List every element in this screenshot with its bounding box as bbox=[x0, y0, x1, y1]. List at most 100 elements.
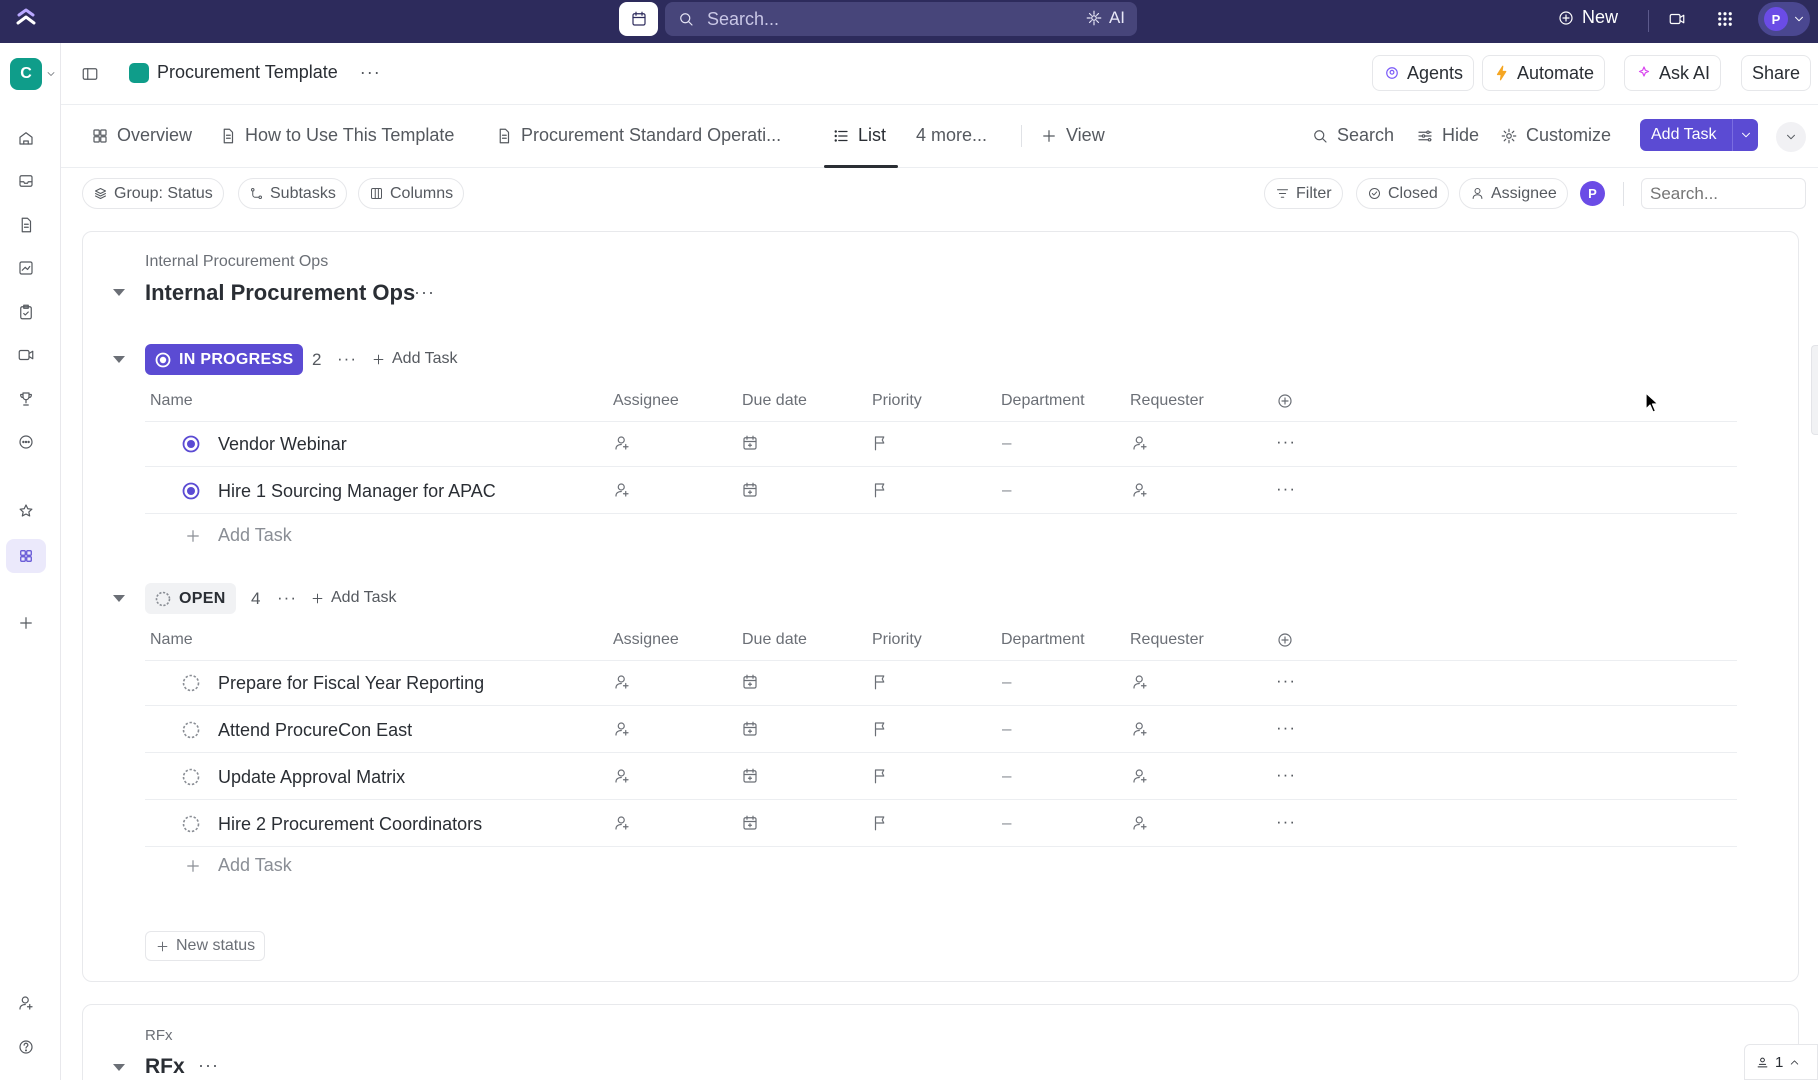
user-menu[interactable]: P bbox=[1758, 2, 1810, 36]
collapse-caret-icon[interactable] bbox=[113, 595, 125, 602]
assignee-chip[interactable]: Assignee bbox=[1459, 178, 1568, 209]
subtasks-chip[interactable]: Subtasks bbox=[238, 178, 347, 209]
add-column-icon[interactable] bbox=[1276, 392, 1294, 410]
invite-user-icon[interactable] bbox=[14, 991, 38, 1015]
automate-button[interactable]: Automate bbox=[1482, 55, 1606, 91]
task-status-icon[interactable] bbox=[182, 721, 200, 739]
inbox-icon[interactable] bbox=[14, 169, 38, 193]
sidebar-toggle-icon[interactable] bbox=[81, 65, 99, 83]
apps-grid-icon[interactable] bbox=[1716, 10, 1734, 28]
hide-button[interactable]: Hide bbox=[1416, 125, 1479, 146]
column-header-due-date[interactable]: Due date bbox=[742, 392, 807, 409]
task-search-input[interactable] bbox=[1641, 178, 1806, 209]
share-button[interactable]: Share bbox=[1741, 55, 1812, 91]
department-cell[interactable]: – bbox=[1002, 766, 1012, 785]
chevron-down-icon[interactable] bbox=[45, 68, 57, 80]
column-header-requester[interactable]: Requester bbox=[1130, 392, 1204, 409]
more-dots-icon[interactable]: ··· bbox=[359, 62, 381, 82]
assign-user-icon[interactable] bbox=[613, 814, 631, 832]
column-header-due-date[interactable]: Due date bbox=[742, 631, 807, 648]
task-name[interactable]: Update Approval Matrix bbox=[218, 767, 406, 787]
table-row[interactable]: Update Approval Matrix – ··· bbox=[145, 755, 1737, 800]
table-row[interactable]: Attend ProcureCon East – ··· bbox=[145, 708, 1737, 753]
column-header-assignee[interactable]: Assignee bbox=[613, 392, 679, 409]
docs-icon[interactable] bbox=[14, 213, 38, 237]
spaces-grid-icon[interactable] bbox=[6, 539, 46, 573]
more-circle-icon[interactable] bbox=[14, 430, 38, 454]
group-add-task-button[interactable]: Add Task bbox=[371, 350, 458, 368]
due-date-calendar-icon[interactable] bbox=[741, 767, 759, 785]
breadcrumb[interactable]: Procurement Template ··· bbox=[129, 62, 381, 83]
closed-chip[interactable]: Closed bbox=[1356, 178, 1449, 209]
priority-flag-icon[interactable] bbox=[871, 434, 889, 452]
department-cell[interactable]: – bbox=[1002, 719, 1012, 738]
add-task-row[interactable]: Add Task bbox=[184, 525, 292, 546]
table-row[interactable]: Vendor Webinar – ··· bbox=[145, 422, 1737, 467]
due-date-calendar-icon[interactable] bbox=[741, 673, 759, 691]
department-cell[interactable]: – bbox=[1002, 433, 1012, 452]
tab-how-to-use[interactable]: How to Use This Template bbox=[219, 125, 454, 146]
task-status-icon[interactable] bbox=[182, 482, 200, 500]
more-dots-icon[interactable]: ··· bbox=[414, 282, 435, 302]
ai-button[interactable]: AI bbox=[1073, 8, 1125, 28]
add-plus-icon[interactable] bbox=[14, 611, 38, 635]
customize-button[interactable]: Customize bbox=[1500, 125, 1611, 146]
requester-user-icon[interactable] bbox=[1131, 720, 1149, 738]
task-name[interactable]: Vendor Webinar bbox=[218, 434, 347, 454]
tab-overview[interactable]: Overview bbox=[91, 125, 192, 146]
requester-user-icon[interactable] bbox=[1131, 767, 1149, 785]
home-icon[interactable] bbox=[14, 126, 38, 150]
new-button[interactable]: New bbox=[1557, 7, 1618, 28]
search-tasks-button[interactable]: Search bbox=[1311, 125, 1394, 146]
more-dots-icon[interactable]: ··· bbox=[1276, 765, 1296, 784]
due-date-calendar-icon[interactable] bbox=[741, 814, 759, 832]
goals-trophy-icon[interactable] bbox=[14, 387, 38, 411]
column-header-requester[interactable]: Requester bbox=[1130, 631, 1204, 648]
more-dots-icon[interactable]: ··· bbox=[1276, 671, 1296, 690]
task-status-icon[interactable] bbox=[182, 815, 200, 833]
add-task-button[interactable]: Add Task bbox=[1640, 119, 1758, 151]
filter-chip[interactable]: Filter bbox=[1264, 178, 1343, 209]
tab-procurement-sop[interactable]: Procurement Standard Operati... bbox=[495, 125, 781, 146]
status-badge[interactable]: IN PROGRESS bbox=[145, 344, 304, 375]
collapse-caret-icon[interactable] bbox=[113, 289, 125, 296]
more-dots-icon[interactable]: ··· bbox=[337, 349, 357, 368]
scrollbar-handle[interactable] bbox=[1811, 345, 1818, 435]
group-by-chip[interactable]: Group: Status bbox=[82, 178, 224, 209]
priority-flag-icon[interactable] bbox=[871, 481, 889, 499]
tab-more[interactable]: 4 more... bbox=[916, 125, 987, 146]
group-add-task-button[interactable]: Add Task bbox=[310, 589, 397, 607]
priority-flag-icon[interactable] bbox=[871, 767, 889, 785]
assign-user-icon[interactable] bbox=[613, 767, 631, 785]
due-date-calendar-icon[interactable] bbox=[741, 434, 759, 452]
more-dots-icon[interactable]: ··· bbox=[1276, 718, 1296, 737]
department-cell[interactable]: – bbox=[1002, 480, 1012, 499]
task-name[interactable]: Hire 2 Procurement Coordinators bbox=[218, 814, 483, 834]
assign-user-icon[interactable] bbox=[613, 673, 631, 691]
add-view-button[interactable]: View bbox=[1040, 125, 1105, 146]
requester-user-icon[interactable] bbox=[1131, 434, 1149, 452]
column-header-name[interactable]: Name bbox=[150, 392, 193, 409]
requester-user-icon[interactable] bbox=[1131, 814, 1149, 832]
favorites-star-icon[interactable] bbox=[14, 499, 38, 523]
department-cell[interactable]: – bbox=[1002, 672, 1012, 691]
department-cell[interactable]: – bbox=[1002, 813, 1012, 832]
table-row[interactable]: Hire 1 Sourcing Manager for APAC – ··· bbox=[145, 469, 1737, 514]
add-column-icon[interactable] bbox=[1276, 631, 1294, 649]
task-status-icon[interactable] bbox=[182, 435, 200, 453]
agents-button[interactable]: Agents bbox=[1372, 55, 1475, 91]
requester-user-icon[interactable] bbox=[1131, 481, 1149, 499]
tab-list[interactable]: List bbox=[832, 125, 886, 146]
due-date-calendar-icon[interactable] bbox=[741, 481, 759, 499]
assign-user-icon[interactable] bbox=[613, 720, 631, 738]
ask-ai-button[interactable]: Ask AI bbox=[1624, 55, 1722, 91]
status-badge[interactable]: OPEN bbox=[145, 583, 236, 614]
calendar-button[interactable] bbox=[619, 2, 658, 36]
more-dots-icon[interactable]: ··· bbox=[198, 1055, 219, 1075]
help-icon[interactable] bbox=[14, 1035, 38, 1059]
global-search-input[interactable]: Search... AI bbox=[665, 2, 1137, 36]
column-header-priority[interactable]: Priority bbox=[872, 631, 922, 648]
more-dots-icon[interactable]: ··· bbox=[1276, 432, 1296, 451]
task-name[interactable]: Prepare for Fiscal Year Reporting bbox=[218, 673, 485, 693]
task-name[interactable]: Attend ProcureCon East bbox=[218, 720, 413, 740]
